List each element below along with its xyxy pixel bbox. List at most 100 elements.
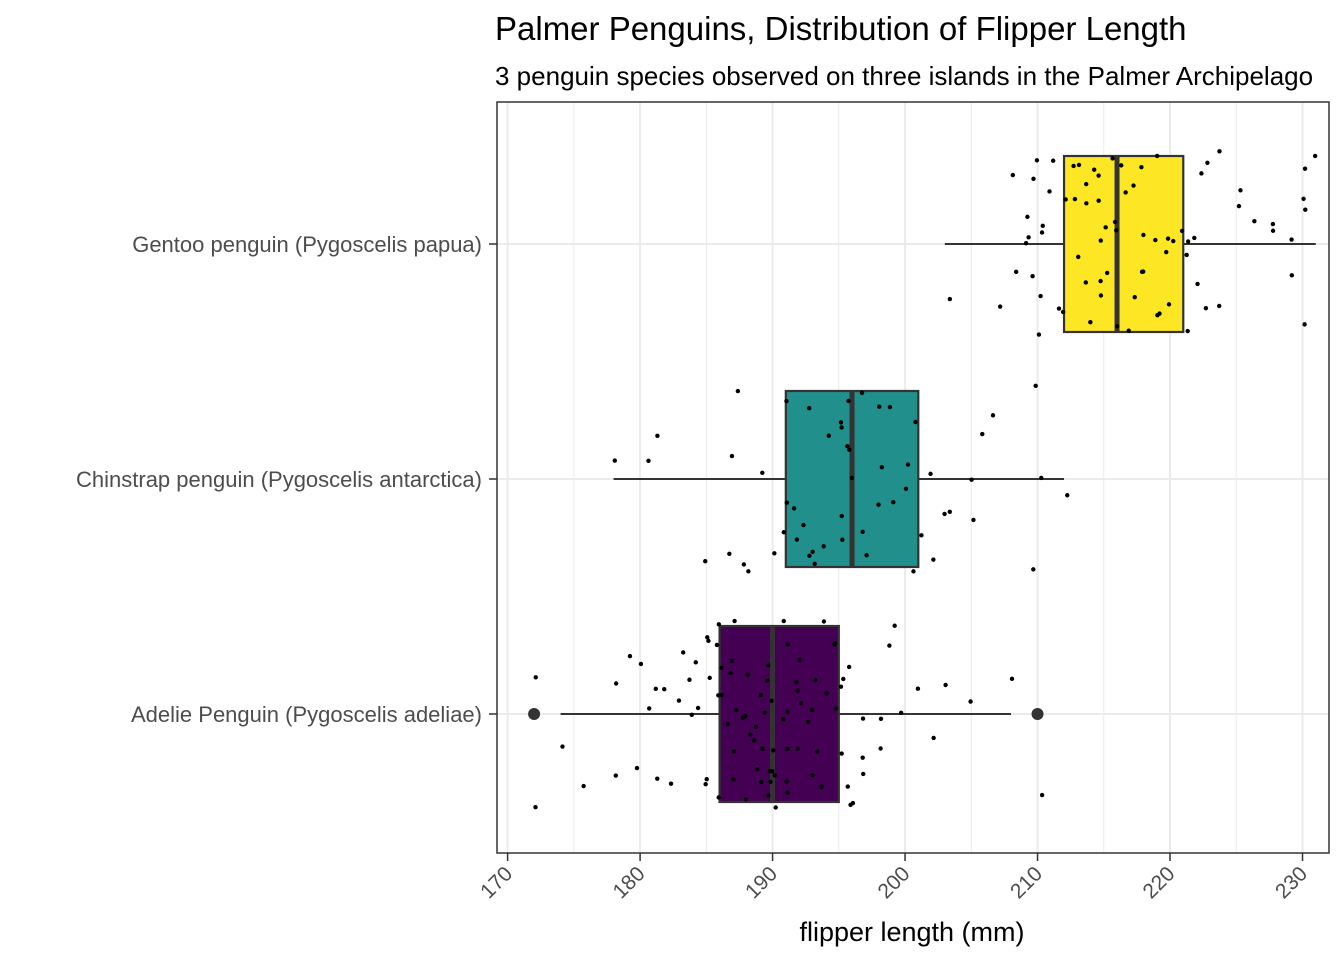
data-point: [1289, 237, 1294, 242]
data-point: [1217, 149, 1222, 154]
data-point: [727, 551, 732, 557]
data-point: [1034, 158, 1040, 163]
data-point: [847, 447, 852, 453]
data-point: [1236, 203, 1242, 209]
data-point: [947, 509, 952, 514]
data-point: [1153, 237, 1158, 243]
data-point: [860, 529, 865, 535]
data-point: [785, 746, 790, 752]
data-point: [806, 719, 811, 725]
data-point: [760, 470, 765, 476]
data-point: [668, 781, 674, 786]
data-point: [687, 677, 692, 682]
data-point: [1039, 475, 1044, 481]
data-point: [1098, 278, 1103, 284]
data-point: [1217, 303, 1222, 309]
data-point: [824, 691, 829, 696]
data-point: [560, 744, 565, 749]
data-point: [655, 776, 660, 781]
data-point: [1013, 269, 1019, 275]
data-point: [1025, 214, 1030, 220]
chart-title: Palmer Penguins, Distribution of Flipper…: [495, 10, 1187, 47]
data-point: [911, 569, 916, 574]
data-point: [758, 779, 764, 785]
data-point: [716, 795, 721, 800]
data-point: [859, 390, 865, 396]
data-point: [1192, 235, 1197, 241]
data-point: [846, 664, 852, 670]
data-point: [891, 500, 896, 505]
x-tick-label: 180: [609, 862, 650, 903]
data-point: [1184, 252, 1189, 258]
data-point: [1096, 198, 1101, 203]
data-point: [821, 544, 826, 549]
data-point: [613, 681, 619, 686]
data-point: [878, 716, 884, 722]
data-point: [1203, 305, 1209, 311]
data-point: [795, 688, 800, 693]
data-point: [942, 511, 947, 517]
data-point: [729, 453, 735, 459]
data-point: [728, 670, 733, 675]
data-point: [1252, 218, 1257, 224]
data-point: [751, 738, 757, 743]
data-point: [781, 618, 786, 624]
data-point: [887, 643, 892, 648]
data-point: [1115, 323, 1120, 329]
data-point: [1076, 254, 1081, 260]
data-point: [903, 486, 909, 492]
data-point: [806, 405, 812, 411]
data-point: [1039, 792, 1045, 798]
data-point: [1098, 238, 1103, 243]
data-point: [813, 677, 818, 683]
data-point: [794, 746, 800, 751]
y-category-label: Chinstrap penguin (Pygoscelis antarctica…: [76, 467, 482, 492]
x-tick-label: 220: [1139, 862, 1180, 903]
data-point: [1040, 223, 1045, 229]
panel-border: [496, 101, 1330, 854]
data-point: [740, 715, 746, 720]
data-point: [1072, 196, 1078, 202]
data-point: [1123, 190, 1128, 195]
data-point: [1179, 228, 1185, 234]
data-point: [1084, 181, 1089, 187]
data-point: [716, 693, 721, 698]
data-point: [1047, 189, 1052, 194]
data-point: [1157, 311, 1162, 316]
data-point: [969, 477, 974, 482]
data-point: [731, 749, 737, 754]
data-point: [746, 569, 751, 574]
data-point: [838, 684, 844, 689]
data-point: [676, 698, 682, 703]
data-point: [703, 559, 708, 564]
x-tick-label: 210: [1006, 862, 1047, 903]
data-point: [1091, 167, 1097, 172]
outlier-point: [528, 708, 541, 720]
data-point: [1031, 567, 1036, 572]
data-point: [760, 746, 765, 752]
data-point: [781, 717, 786, 722]
data-point: [533, 805, 538, 810]
data-point: [841, 676, 846, 682]
data-point: [689, 712, 694, 718]
data-point: [1185, 239, 1191, 244]
data-point: [1195, 281, 1200, 287]
data-point: [931, 557, 936, 562]
data-point: [919, 533, 924, 538]
box-iqr: [1062, 154, 1185, 334]
data-point: [647, 706, 652, 711]
data-point: [839, 751, 844, 756]
x-tick-label: 170: [476, 862, 517, 903]
data-point: [810, 773, 815, 778]
data-point: [1030, 274, 1035, 279]
boxes: [528, 154, 1185, 804]
data-point: [765, 793, 771, 798]
data-point: [1083, 280, 1088, 285]
data-point: [1132, 295, 1137, 300]
data-point: [1063, 197, 1068, 202]
data-point: [655, 433, 660, 438]
data-point: [833, 706, 839, 711]
data-point: [1303, 207, 1308, 212]
data-point: [797, 657, 803, 663]
